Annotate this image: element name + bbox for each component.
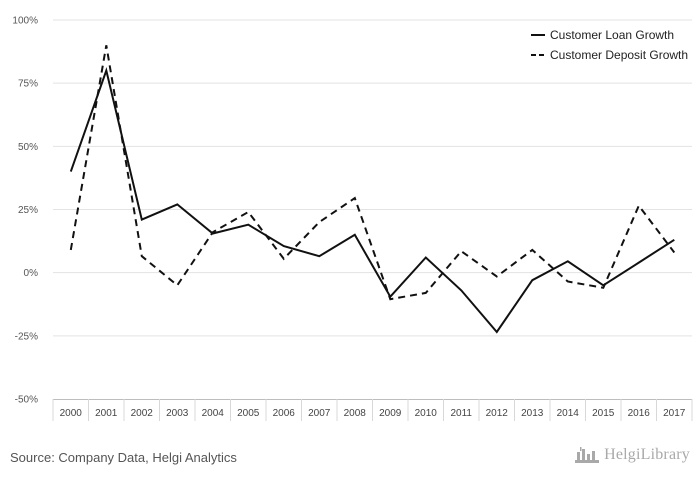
x-tick-label: 2001 <box>95 408 118 419</box>
x-tick-label: 2015 <box>592 408 615 419</box>
y-tick-label: 75% <box>18 79 38 90</box>
x-tick-label: 2008 <box>344 408 367 419</box>
loan-growth-line <box>69 66 675 334</box>
x-tick-label: 2000 <box>60 408 83 419</box>
x-tick-label: 2003 <box>166 408 189 419</box>
x-tick-label: 2017 <box>663 408 686 419</box>
x-tick-label: 2016 <box>628 408 651 419</box>
legend-label: Customer Deposit Growth <box>550 48 688 62</box>
chart-area: 100% 75% 50% 25% 0% -25% -50% 2000 2001 2002 2003… <box>12 16 693 421</box>
legend: Customer Loan Growth Customer Deposit Gro… <box>531 28 688 62</box>
y-tick-label: 0% <box>24 268 39 279</box>
x-tick-label: 2002 <box>131 408 154 419</box>
y-tick-label: 25% <box>18 205 38 216</box>
x-tick-label: 2006 <box>273 408 296 419</box>
x-tick-label: 2010 <box>415 408 438 419</box>
legend-label: Customer Loan Growth <box>550 28 674 42</box>
deposit-growth-line <box>69 45 676 301</box>
y-tick-label: -25% <box>15 331 38 342</box>
grid-lines <box>53 19 692 337</box>
x-tick-label: 2012 <box>486 408 509 419</box>
x-axis: 2000 2001 2002 2003 2004 2005 2006 2007 2008 2009… <box>52 399 693 421</box>
y-tick-label: 100% <box>12 16 38 27</box>
source-text: Source: Company Data, Helgi Analytics <box>10 450 237 465</box>
y-axis: 100% 75% 50% 25% 0% -25% -50% <box>12 16 38 406</box>
x-tick-label: 2013 <box>521 408 544 419</box>
x-tick-label: 2011 <box>450 408 472 419</box>
y-tick-label: 50% <box>18 142 38 153</box>
logo-text: HelgiLibrary <box>604 446 690 463</box>
y-tick-label: -50% <box>15 395 38 406</box>
library-building-icon <box>575 447 600 463</box>
line-chart: 100% 75% 50% 25% 0% -25% -50% 2000 2001 2002 2003… <box>12 16 693 421</box>
x-tick-label: 2004 <box>202 408 225 419</box>
x-tick-label: 2005 <box>237 408 260 419</box>
x-tick-label: 2007 <box>308 408 331 419</box>
footer: Source: Company Data, Helgi Analytics He… <box>0 436 700 483</box>
helgi-library-logo: HelgiLibrary <box>574 446 690 464</box>
x-tick-label: 2009 <box>379 408 402 419</box>
x-tick-label: 2014 <box>557 408 580 419</box>
series-lines <box>69 45 676 334</box>
